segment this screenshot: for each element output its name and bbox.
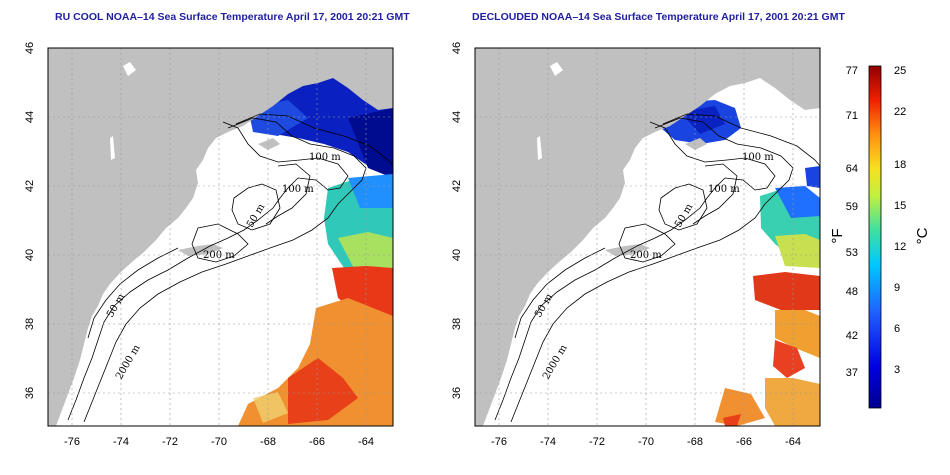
lat-axis-left: 46 44 42 40 38 36: [24, 42, 36, 399]
contour-label: 100 m: [282, 184, 314, 195]
map-frame-left: [47, 47, 394, 427]
contour-label: 200 m: [203, 250, 235, 261]
sst-map-right[interactable]: [475, 48, 820, 426]
lat-tick: 44: [24, 111, 36, 123]
lon-tick: -64: [785, 436, 801, 448]
celsius-tick: 15: [894, 200, 906, 212]
celsius-tick: 18: [894, 159, 906, 171]
fahrenheit-tick: 64: [846, 163, 858, 175]
lat-tick: 46: [451, 42, 463, 54]
lon-tick: -72: [589, 436, 605, 448]
map-title-right: DECLOUDED NOAA–14 Sea Surface Temperatur…: [472, 11, 845, 23]
celsius-tick: 3: [894, 364, 900, 376]
lat-tick: 36: [451, 387, 463, 399]
celsius-tick: 6: [894, 323, 900, 335]
lon-tick: -68: [260, 436, 276, 448]
lon-tick: -74: [113, 436, 129, 448]
colorbar-gradient: [868, 65, 882, 409]
contour-label: 100 m: [742, 152, 774, 163]
lon-axis-left: -76 -74 -72 -70 -68 -66 -64: [64, 436, 374, 448]
lon-axis-right: -76 -74 -72 -70 -68 -66 -64: [491, 436, 801, 448]
lat-tick: 38: [24, 318, 36, 330]
celsius-label: °C: [914, 227, 931, 244]
lon-tick: -70: [638, 436, 654, 448]
lon-tick: -76: [64, 436, 80, 448]
lon-tick: -66: [736, 436, 752, 448]
lon-tick: -76: [491, 436, 507, 448]
fahrenheit-tick: 71: [846, 110, 858, 122]
contour-label: 100 m: [309, 152, 341, 163]
fahrenheit-tick: 59: [846, 201, 858, 213]
temperature-colorbar: 77 71 64 59 53 48 42 37 25 22 18 15 12 9…: [829, 65, 931, 409]
lat-tick: 42: [451, 180, 463, 192]
fahrenheit-tick: 37: [846, 367, 858, 379]
celsius-tick: 9: [894, 282, 900, 294]
lon-tick: -74: [540, 436, 556, 448]
lon-tick: -66: [309, 436, 325, 448]
lat-tick: 44: [451, 111, 463, 123]
lat-tick: 46: [24, 42, 36, 54]
fahrenheit-tick: 77: [846, 65, 858, 77]
fahrenheit-label: °F: [829, 228, 846, 243]
celsius-tick: 22: [894, 106, 906, 118]
sst-field: [660, 100, 820, 426]
lat-tick: 42: [24, 180, 36, 192]
lat-tick: 36: [24, 387, 36, 399]
lon-tick: -70: [211, 436, 227, 448]
contour-label: 100 m: [708, 184, 740, 195]
lon-tick: -72: [162, 436, 178, 448]
lat-tick: 40: [24, 249, 36, 261]
lon-tick: -68: [687, 436, 703, 448]
sst-map-left[interactable]: [48, 48, 393, 426]
fahrenheit-tick: 48: [846, 286, 858, 298]
fahrenheit-tick: 53: [846, 247, 858, 259]
celsius-tick: 12: [894, 241, 906, 253]
sst-field: [238, 68, 393, 426]
lat-tick: 40: [451, 249, 463, 261]
contour-label: 200 m: [630, 250, 662, 261]
map-frame-right: [474, 47, 821, 427]
lat-axis-right: 46 44 42 40 38 36: [451, 42, 463, 399]
fahrenheit-tick: 42: [846, 330, 858, 342]
lat-tick: 38: [451, 318, 463, 330]
map-title-left: RU COOL NOAA–14 Sea Surface Temperature …: [55, 11, 410, 23]
celsius-tick: 25: [894, 65, 906, 77]
lon-tick: -64: [358, 436, 374, 448]
